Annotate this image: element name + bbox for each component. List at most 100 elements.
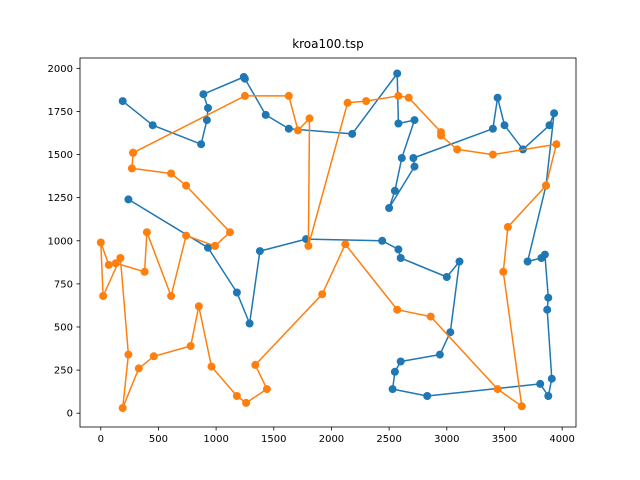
series-1-point: [442, 273, 451, 281]
series-2-point: [242, 398, 251, 407]
y-tick-label: 500: [54, 322, 73, 333]
series-2-point: [493, 385, 502, 394]
series-1-point: [118, 97, 127, 106]
series-2-point: [140, 267, 149, 276]
series-1-point: [543, 305, 552, 314]
series-1-point: [202, 116, 211, 125]
series-2-point: [404, 93, 413, 102]
series-2-point: [127, 164, 136, 173]
series-1-point: [204, 104, 212, 112]
series-1: [118, 69, 559, 400]
series-1-point: [410, 162, 419, 171]
y-tick-label: 1250: [48, 193, 73, 204]
series-1-point: [397, 154, 406, 162]
series-2-point: [226, 228, 234, 237]
x-tick-label: 4000: [549, 434, 574, 445]
series-1-point: [396, 254, 405, 262]
y-tick-label: 250: [54, 366, 73, 377]
series-2-point: [118, 404, 127, 412]
series-1-point: [500, 121, 509, 130]
series-2-point: [182, 181, 191, 190]
series-1-point: [240, 74, 249, 83]
series-1-point: [547, 374, 556, 383]
series-1-point: [409, 154, 418, 162]
series-2-point: [182, 231, 191, 240]
series-1-point: [540, 250, 549, 259]
series-2-point: [149, 352, 158, 361]
series-2-point: [96, 238, 105, 247]
series-1-point: [197, 140, 206, 149]
series-1-point: [393, 69, 402, 78]
series-2-point: [318, 290, 327, 299]
x-tick-label: 1500: [261, 434, 286, 445]
series-2-point: [343, 98, 352, 107]
series-2-point: [142, 228, 151, 237]
series-2-point: [167, 292, 176, 300]
y-tick-label: 1750: [48, 107, 73, 118]
chart-title: kroa100.tsp: [292, 37, 364, 51]
series-1-point: [394, 119, 403, 128]
series-2-point: [294, 126, 302, 135]
series-1-point: [124, 195, 133, 204]
series-1-point: [232, 288, 241, 297]
x-tick-label: 0: [98, 434, 104, 445]
series-2-point: [488, 150, 497, 159]
series-2-point: [426, 312, 435, 321]
series-1-point: [423, 392, 432, 400]
series-1-point: [390, 367, 399, 376]
series-2-point: [517, 402, 526, 411]
series-2-point: [305, 114, 314, 123]
series-1-point: [493, 93, 502, 102]
x-tick-label: 3000: [434, 434, 459, 445]
series-1-point: [388, 385, 397, 394]
series-1-point: [245, 319, 254, 328]
x-tick-label: 2500: [376, 434, 401, 445]
series-1-point: [435, 350, 444, 359]
series-1-point: [536, 379, 545, 388]
series-1-point: [544, 293, 553, 302]
series-2-point: [453, 145, 462, 154]
series-1-point: [199, 90, 208, 99]
plot-area: [96, 69, 561, 412]
series-1-point: [394, 245, 403, 254]
series-1-point: [544, 392, 553, 400]
series-2-point: [542, 181, 550, 190]
series-2-point: [124, 350, 133, 359]
series-1-point: [550, 109, 559, 118]
series-1-point: [390, 186, 399, 195]
series-2-point: [499, 267, 508, 276]
series-1-point: [284, 124, 293, 133]
series-2-point: [240, 91, 249, 100]
series-2-point: [304, 241, 313, 250]
series-1-point: [455, 257, 464, 266]
series-1-point: [261, 110, 270, 119]
x-tick-label: 1000: [203, 434, 228, 445]
series-2-point: [104, 260, 113, 269]
series-1-point: [446, 328, 455, 337]
series-2-point: [129, 148, 138, 157]
series-1-point: [488, 124, 497, 133]
x-tick-label: 2000: [319, 434, 344, 445]
y-tick-label: 0: [67, 409, 73, 420]
series-1-point: [255, 247, 264, 256]
y-tick-label: 1500: [48, 150, 73, 161]
series-1-point: [385, 204, 394, 212]
series-2: [96, 91, 561, 412]
series-1-point: [148, 121, 157, 130]
series-2-point: [393, 305, 402, 314]
x-tick-label: 500: [149, 434, 168, 445]
series-2-point: [394, 91, 403, 100]
y-tick-label: 750: [54, 279, 73, 290]
series-2-point: [167, 169, 176, 178]
series-2-point: [134, 364, 143, 373]
series-2-point: [251, 360, 260, 369]
x-tick-label: 3500: [492, 434, 517, 445]
series-2-point: [116, 254, 125, 262]
series-1-point: [523, 257, 532, 266]
series-2-point: [552, 140, 561, 149]
series-1-point: [348, 129, 357, 138]
series-2-point: [284, 91, 293, 100]
series-2-point: [186, 342, 195, 350]
series-2-point: [211, 241, 219, 250]
